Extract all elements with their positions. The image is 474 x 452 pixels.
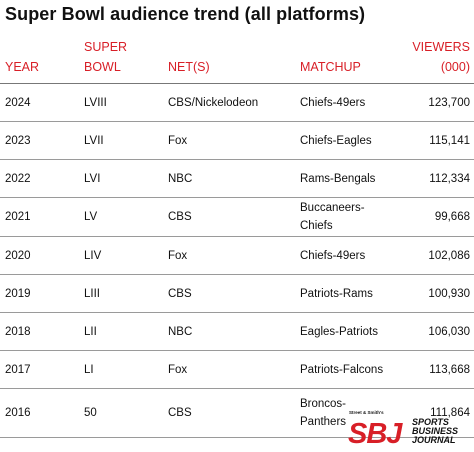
cell-matchup-line: Chiefs-49ers bbox=[300, 96, 366, 109]
cell-year: 2020 bbox=[0, 236, 84, 275]
cell-matchup: Patriots-Falcons bbox=[300, 350, 392, 389]
cell-super-bowl: LI bbox=[84, 350, 168, 389]
column-header-viewers-line2: (000) bbox=[440, 60, 470, 74]
column-header-nets-label: NET(S) bbox=[168, 60, 210, 74]
table-row: 2024 LVIII CBS/Nickelodeon Chiefs-49ers … bbox=[0, 83, 474, 122]
cell-year: 2017 bbox=[0, 350, 84, 389]
column-header-viewers: VIEWERS (000) bbox=[392, 37, 474, 84]
cell-matchup-line: Buccaneers- bbox=[300, 202, 365, 214]
page-title: Super Bowl audience trend (all platforms… bbox=[5, 4, 366, 24]
cell-matchup-line: Broncos- bbox=[300, 398, 347, 410]
cell-matchup-line: Rams-Bengals bbox=[300, 172, 376, 185]
cell-super-bowl: LVIII bbox=[84, 83, 168, 122]
column-header-super-bowl-line1: SUPER bbox=[84, 40, 128, 54]
cell-super-bowl: LIII bbox=[84, 274, 168, 313]
cell-matchup: Eagles-Patriots bbox=[300, 312, 392, 351]
cell-year: 2019 bbox=[0, 274, 84, 313]
cell-nets: NBC bbox=[168, 312, 300, 351]
cell-super-bowl: LVI bbox=[84, 159, 168, 198]
table-row: 2017 LI Fox Patriots-Falcons 113,668 bbox=[0, 350, 474, 389]
cell-viewers: 111,864 bbox=[392, 388, 474, 438]
cell-nets: CBS bbox=[168, 274, 300, 313]
cell-nets: NBC bbox=[168, 159, 300, 198]
cell-viewers: 100,930 bbox=[392, 274, 474, 313]
column-header-super-bowl: SUPER BOWL bbox=[84, 37, 168, 84]
cell-viewers: 99,668 bbox=[392, 197, 474, 237]
cell-matchup: Buccaneers- Chiefs bbox=[300, 197, 392, 237]
sbj-logo-mark: SBJ bbox=[348, 418, 403, 448]
table-row: 2022 LVI NBC Rams-Bengals 112,334 bbox=[0, 159, 474, 198]
cell-viewers: 113,668 bbox=[392, 350, 474, 389]
table-row: 2018 LII NBC Eagles-Patriots 106,030 bbox=[0, 312, 474, 351]
cell-nets: Fox bbox=[168, 121, 300, 160]
cell-super-bowl: LIV bbox=[84, 236, 168, 275]
cell-super-bowl: 50 bbox=[84, 388, 168, 438]
table-row: 2020 LIV Fox Chiefs-49ers 102,086 bbox=[0, 236, 474, 275]
cell-matchup: Broncos- Panthers bbox=[300, 388, 392, 438]
cell-year: 2018 bbox=[0, 312, 84, 351]
cell-matchup-line: Patriots-Falcons bbox=[300, 363, 384, 376]
cell-super-bowl: LV bbox=[84, 197, 168, 237]
cell-nets: CBS bbox=[168, 388, 300, 438]
cell-matchup: Chiefs-49ers bbox=[300, 83, 392, 122]
cell-viewers: 102,086 bbox=[392, 236, 474, 275]
sbj-logo-kicker: Street & Smith's bbox=[349, 410, 384, 415]
cell-matchup-line: Chiefs-49ers bbox=[300, 249, 366, 262]
cell-year: 2024 bbox=[0, 83, 84, 122]
cell-year: 2023 bbox=[0, 121, 84, 160]
audience-table: YEAR SUPER BOWL NET(S) MATCHUP VIEWERS (… bbox=[0, 37, 474, 438]
sbj-logo: Street & Smith's SBJ SPORTS BUSINESS JOU… bbox=[348, 410, 458, 448]
cell-year: 2022 bbox=[0, 159, 84, 198]
cell-matchup-line: Chiefs bbox=[300, 220, 333, 232]
table-row: 2021 LV CBS Buccaneers- Chiefs 99,668 bbox=[0, 197, 474, 237]
cell-matchup-line: Panthers bbox=[300, 416, 347, 428]
cell-super-bowl: LII bbox=[84, 312, 168, 351]
table-row: 2023 LVII Fox Chiefs-Eagles 115,141 bbox=[0, 121, 474, 160]
column-header-super-bowl-line2: BOWL bbox=[84, 60, 121, 74]
column-header-matchup: MATCHUP bbox=[300, 37, 392, 84]
cell-matchup: Patriots-Rams bbox=[300, 274, 392, 313]
cell-viewers: 123,700 bbox=[392, 83, 474, 122]
cell-nets: CBS bbox=[168, 197, 300, 237]
cell-matchup-line: Chiefs-Eagles bbox=[300, 134, 372, 147]
cell-viewers: 115,141 bbox=[392, 121, 474, 160]
column-header-viewers-line1: VIEWERS bbox=[412, 40, 470, 54]
cell-year: 2016 bbox=[0, 388, 84, 438]
sbj-logo-line2: BUSINESS bbox=[412, 426, 458, 436]
table-row: 2019 LIII CBS Patriots-Rams 100,930 bbox=[0, 274, 474, 313]
cell-matchup-line: Patriots-Rams bbox=[300, 287, 373, 300]
cell-nets: CBS/Nickelodeon bbox=[168, 83, 300, 122]
table-row: 2016 50 CBS Broncos- Panthers 111,864 bbox=[0, 388, 474, 438]
cell-viewers: 106,030 bbox=[392, 312, 474, 351]
cell-matchup: Chiefs-Eagles bbox=[300, 121, 392, 160]
cell-nets: Fox bbox=[168, 236, 300, 275]
cell-matchup: Chiefs-49ers bbox=[300, 236, 392, 275]
cell-super-bowl: LVII bbox=[84, 121, 168, 160]
sbj-logo-line1: SPORTS bbox=[412, 417, 449, 427]
cell-matchup: Rams-Bengals bbox=[300, 159, 392, 198]
column-header-year: YEAR bbox=[0, 37, 84, 84]
sbj-logo-line3: JOURNAL bbox=[412, 435, 456, 445]
cell-viewers: 112,334 bbox=[392, 159, 474, 198]
cell-year: 2021 bbox=[0, 197, 84, 237]
table-header-row: YEAR SUPER BOWL NET(S) MATCHUP VIEWERS (… bbox=[0, 37, 474, 84]
column-header-matchup-label: MATCHUP bbox=[300, 60, 361, 74]
cell-nets: Fox bbox=[168, 350, 300, 389]
column-header-nets: NET(S) bbox=[168, 37, 300, 84]
column-header-year-label: YEAR bbox=[5, 60, 40, 74]
cell-matchup-line: Eagles-Patriots bbox=[300, 325, 378, 338]
